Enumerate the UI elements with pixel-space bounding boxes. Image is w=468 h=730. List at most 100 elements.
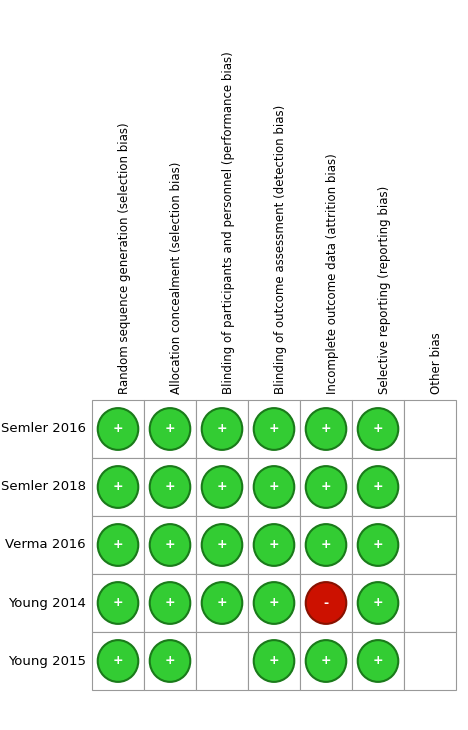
Text: -: -	[323, 596, 329, 610]
Ellipse shape	[254, 524, 294, 566]
Text: +: +	[165, 423, 176, 436]
Ellipse shape	[254, 582, 294, 624]
Text: +: +	[113, 596, 123, 610]
Bar	[144, 458, 196, 516]
Ellipse shape	[98, 466, 138, 508]
Bar	[404, 574, 456, 632]
Bar	[196, 458, 248, 516]
Bar	[196, 574, 248, 632]
Bar	[196, 400, 248, 458]
Text: +: +	[321, 423, 331, 436]
Ellipse shape	[98, 524, 138, 566]
Bar	[248, 574, 300, 632]
Text: +: +	[113, 480, 123, 493]
Text: Blinding of outcome assessment (detection bias): Blinding of outcome assessment (detectio…	[274, 104, 287, 394]
Text: +: +	[321, 539, 331, 551]
Bar	[404, 516, 456, 574]
Ellipse shape	[306, 582, 346, 624]
Text: +: +	[269, 539, 279, 551]
Text: +: +	[269, 480, 279, 493]
Text: +: +	[269, 655, 279, 667]
Ellipse shape	[150, 582, 190, 624]
Bar	[196, 632, 248, 690]
Text: +: +	[217, 480, 227, 493]
Bar	[92, 400, 144, 458]
Bar	[248, 458, 300, 516]
Text: Semler 2016: Semler 2016	[1, 423, 86, 436]
Bar	[352, 574, 404, 632]
Ellipse shape	[358, 466, 398, 508]
Ellipse shape	[358, 408, 398, 450]
Bar	[404, 400, 456, 458]
Bar	[92, 574, 144, 632]
Bar	[404, 632, 456, 690]
Text: +: +	[217, 596, 227, 610]
Text: Selective reporting (reporting bias): Selective reporting (reporting bias)	[378, 185, 391, 394]
Ellipse shape	[358, 640, 398, 682]
Text: +: +	[373, 423, 383, 436]
Text: +: +	[113, 655, 123, 667]
Text: +: +	[373, 596, 383, 610]
Bar	[144, 632, 196, 690]
Text: Incomplete outcome data (attrition bias): Incomplete outcome data (attrition bias)	[326, 153, 339, 394]
Ellipse shape	[150, 524, 190, 566]
Bar	[300, 574, 352, 632]
Ellipse shape	[306, 408, 346, 450]
Ellipse shape	[98, 582, 138, 624]
Text: Other bias: Other bias	[430, 332, 443, 394]
Ellipse shape	[254, 408, 294, 450]
Bar	[144, 400, 196, 458]
Text: +: +	[165, 539, 176, 551]
Text: +: +	[165, 596, 176, 610]
Text: +: +	[269, 596, 279, 610]
Text: +: +	[321, 655, 331, 667]
Ellipse shape	[358, 524, 398, 566]
Text: Young 2014: Young 2014	[8, 596, 86, 610]
Bar	[300, 400, 352, 458]
Ellipse shape	[150, 640, 190, 682]
Bar	[352, 516, 404, 574]
Bar	[248, 632, 300, 690]
Text: +: +	[113, 423, 123, 436]
Text: +: +	[165, 480, 176, 493]
Bar	[352, 632, 404, 690]
Text: +: +	[217, 423, 227, 436]
Bar	[144, 516, 196, 574]
Bar	[404, 458, 456, 516]
Bar	[300, 458, 352, 516]
Ellipse shape	[306, 524, 346, 566]
Text: +: +	[373, 480, 383, 493]
Text: Verma 2016: Verma 2016	[5, 539, 86, 551]
Ellipse shape	[254, 640, 294, 682]
Bar	[352, 400, 404, 458]
Text: Allocation concealment (selection bias): Allocation concealment (selection bias)	[170, 161, 183, 394]
Text: +: +	[373, 655, 383, 667]
Text: +: +	[113, 539, 123, 551]
Text: Semler 2018: Semler 2018	[1, 480, 86, 493]
Bar	[248, 400, 300, 458]
Text: +: +	[217, 539, 227, 551]
Ellipse shape	[254, 466, 294, 508]
Bar	[92, 632, 144, 690]
Bar	[300, 632, 352, 690]
Ellipse shape	[98, 408, 138, 450]
Ellipse shape	[202, 466, 242, 508]
Bar	[352, 458, 404, 516]
Bar	[92, 458, 144, 516]
Ellipse shape	[202, 582, 242, 624]
Text: Young 2015: Young 2015	[8, 655, 86, 667]
Ellipse shape	[150, 408, 190, 450]
Ellipse shape	[202, 408, 242, 450]
Ellipse shape	[358, 582, 398, 624]
Text: +: +	[165, 655, 176, 667]
Ellipse shape	[306, 466, 346, 508]
Ellipse shape	[306, 640, 346, 682]
Bar	[300, 516, 352, 574]
Text: +: +	[269, 423, 279, 436]
Ellipse shape	[98, 640, 138, 682]
Text: Random sequence generation (selection bias): Random sequence generation (selection bi…	[118, 123, 131, 394]
Bar	[196, 516, 248, 574]
Ellipse shape	[202, 524, 242, 566]
Text: +: +	[321, 480, 331, 493]
Text: Blinding of participants and personnel (performance bias): Blinding of participants and personnel (…	[222, 51, 235, 394]
